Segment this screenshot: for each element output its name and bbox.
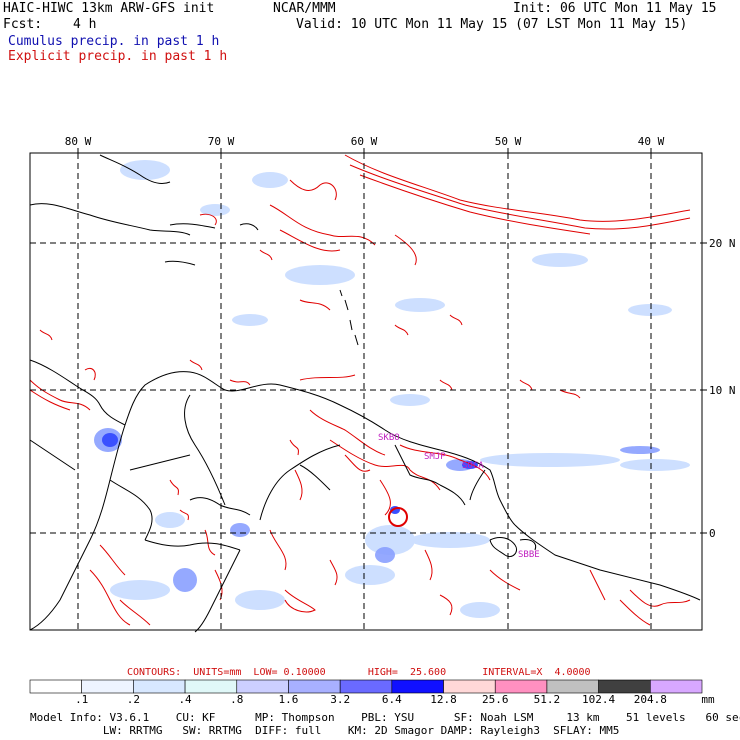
- fcst-label: Fcst:: [3, 17, 43, 32]
- init-time: Init: 06 UTC Mon 11 May 15: [513, 1, 717, 16]
- colorbar-swatch: [598, 679, 651, 694]
- colorbar-label: 102.4: [582, 693, 616, 706]
- colorbar-label: 204.8: [633, 693, 667, 706]
- colorbar-swatch: [391, 679, 444, 694]
- model-info-line2: LW: RRTMG SW: RRTMG DIFF: full KM: 2D Sm…: [30, 724, 620, 737]
- explicit-precip: [29, 154, 691, 626]
- colorbar-swatch: [443, 679, 496, 694]
- colorbar-swatch: [494, 679, 548, 694]
- colorbar-swatch: [81, 679, 134, 694]
- lat-label-10n: 10 N: [709, 384, 736, 397]
- contours-info: CONTOURS: UNITS=mm LOW= 0.10000 HIGH= 25…: [127, 667, 591, 678]
- fcst-value: 4 h: [73, 17, 97, 32]
- colorbar-label: 6.4: [381, 693, 402, 706]
- legend-cumulus: Cumulus precip. in past 1 h: [8, 34, 220, 49]
- colorbar-swatch: [133, 679, 186, 694]
- colorbar-label: 12.8: [430, 693, 457, 706]
- coastlines: [29, 154, 701, 633]
- colorbar-label: 25.6: [481, 693, 509, 706]
- colorbar-swatch: [339, 679, 393, 694]
- lon-label-40w: 40 W: [638, 135, 665, 148]
- station-smjp: SMJP: [424, 452, 446, 462]
- ticks: [77, 148, 707, 534]
- lat-label-20n: 20 N: [709, 237, 736, 250]
- colorbar-label: .1: [75, 693, 89, 706]
- lon-label-50w: 50 W: [495, 135, 522, 148]
- cumulus-precip: [94, 160, 690, 618]
- valid-time: Valid: 10 UTC Mon 11 May 15 (07 LST Mon …: [296, 17, 688, 32]
- colorbar-swatch: [29, 679, 82, 694]
- colorbar-swatch: [546, 679, 599, 694]
- lat-lon-grid: [30, 153, 702, 630]
- model-title: HAIC-HIWC 13km ARW-GFS init: [3, 1, 215, 16]
- colorbar-label: .8: [230, 693, 244, 706]
- colorbar-label: 51.2: [533, 693, 561, 706]
- legend-explicit: Explicit precip. in past 1 h: [8, 49, 228, 64]
- colorbar-label: .2: [126, 693, 140, 706]
- org-label: NCAR/MMM: [273, 1, 336, 16]
- map-frame: [29, 152, 703, 631]
- colorbar-swatch: [288, 679, 341, 694]
- model-info-line1: Model Info: V3.6.1 CU: KF MP: Thompson P…: [30, 711, 740, 724]
- colorbar-swatch: [184, 679, 238, 694]
- lon-label-60w: 60 W: [351, 135, 378, 148]
- colorbar-swatch: [236, 679, 289, 694]
- lon-label-70w: 70 W: [208, 135, 235, 148]
- lat-label-0: 0: [709, 527, 716, 540]
- colorbar-label: .4: [178, 693, 192, 706]
- colorbar-unit: mm: [701, 693, 715, 706]
- lon-label-80w: 80 W: [65, 135, 92, 148]
- station-skbo: SKBO: [378, 433, 400, 443]
- station-soca: SOCA: [462, 461, 484, 471]
- colorbar-swatch: [650, 679, 703, 694]
- colorbar: [29, 679, 703, 694]
- station-sbbe: SBBE: [518, 550, 540, 560]
- colorbar-label: 1.6: [278, 693, 299, 706]
- colorbar-label: 3.2: [330, 693, 351, 706]
